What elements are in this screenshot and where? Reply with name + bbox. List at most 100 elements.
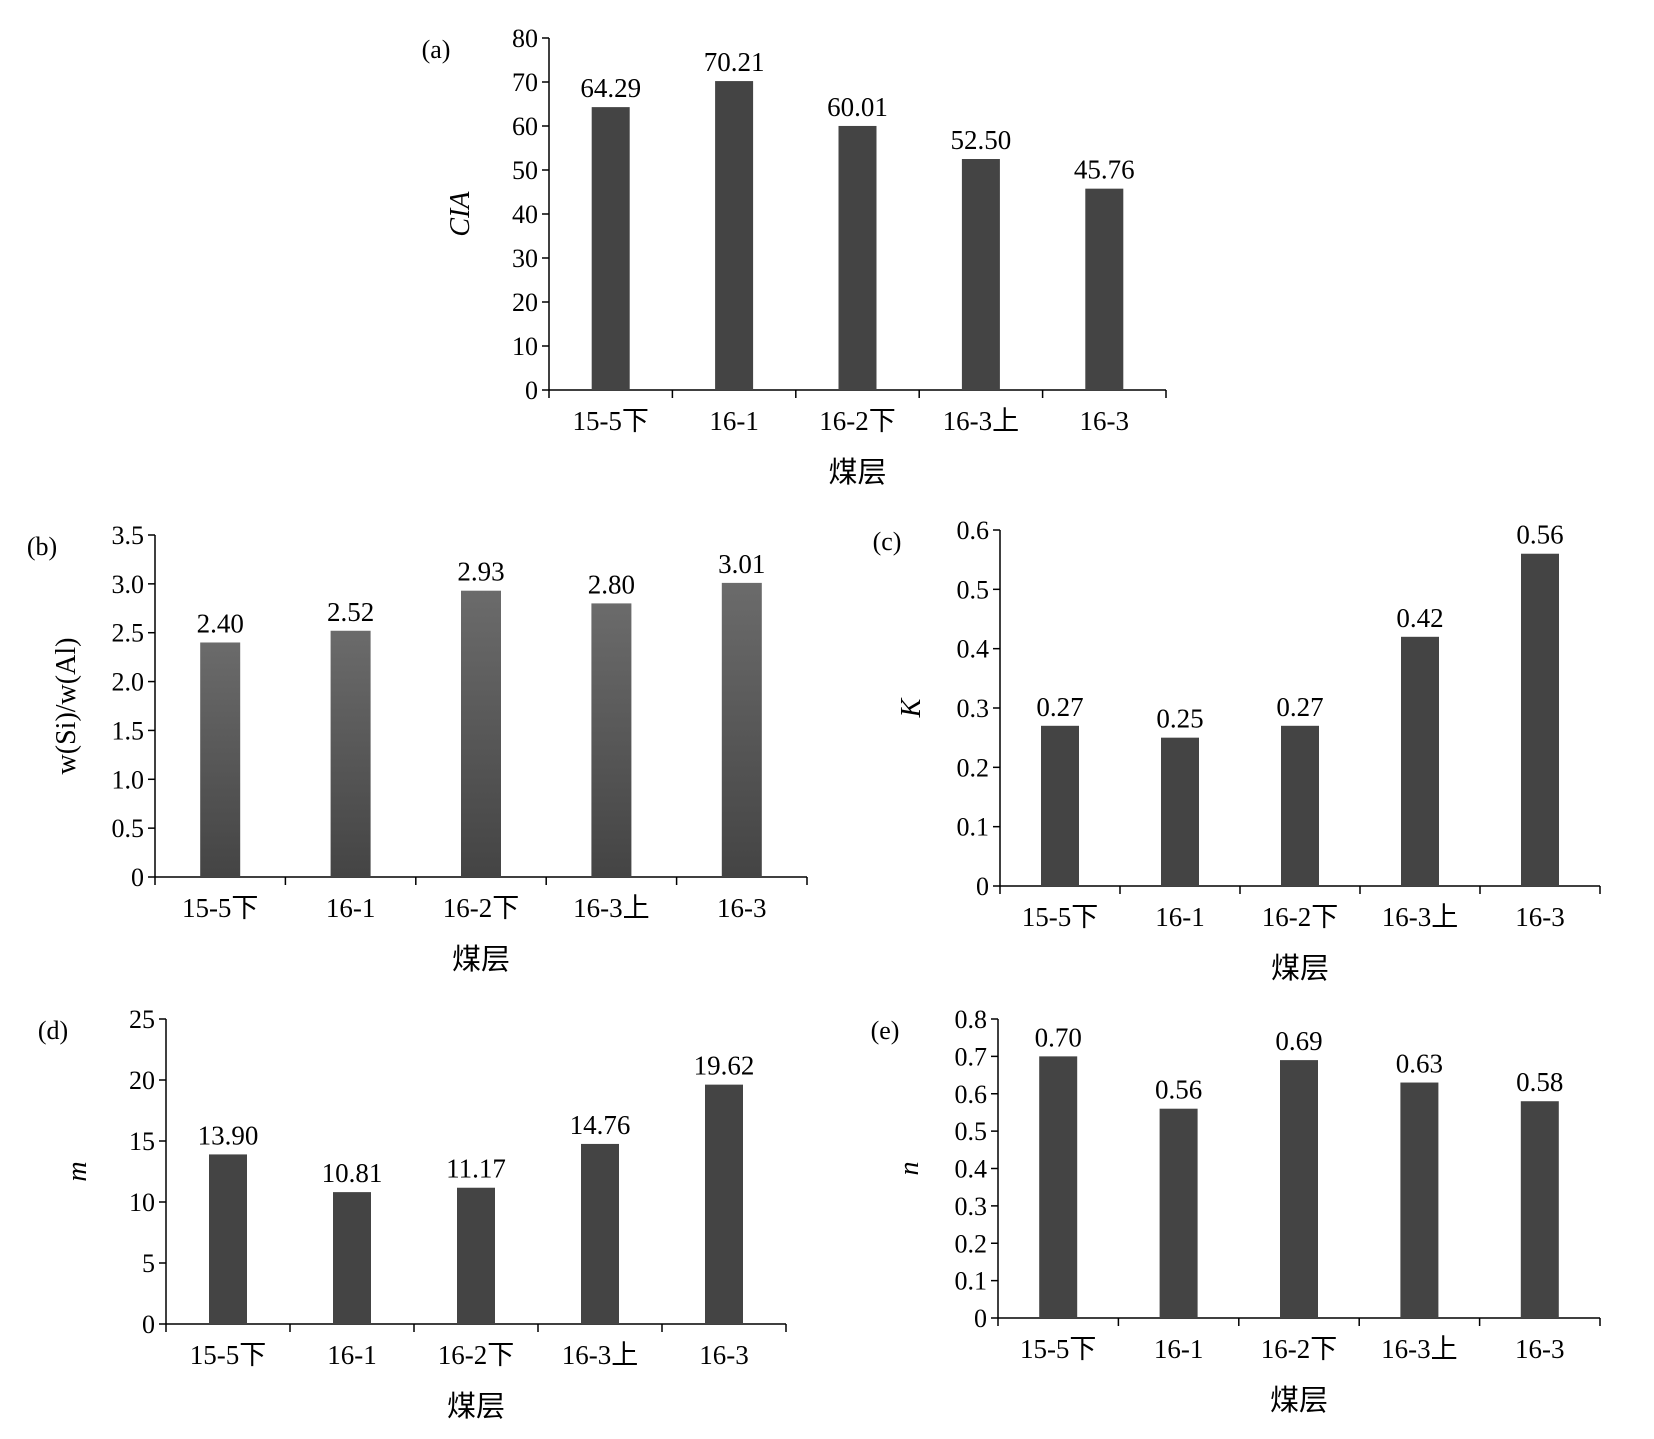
bar: [457, 1187, 495, 1324]
x-axis-label: 煤层: [1271, 952, 1329, 985]
x-tick-label: 15-5下: [1020, 1334, 1097, 1364]
y-tick-label: 20: [512, 288, 538, 317]
y-tick-label: 0.5: [957, 575, 990, 604]
data-label: 13.90: [198, 1120, 259, 1150]
x-axis-label: 煤层: [1270, 1384, 1328, 1417]
x-tick-label: 16-1: [326, 893, 376, 923]
x-tick-label: 16-3上: [1381, 1334, 1458, 1364]
y-tick-label: 0: [131, 863, 144, 892]
x-tick-label: 16-3上: [562, 1340, 639, 1370]
data-label: 11.17: [446, 1154, 506, 1184]
bar: [1039, 1056, 1078, 1318]
x-axis-label: 煤层: [452, 943, 510, 976]
y-tick-label: 0: [525, 376, 538, 405]
panel-label: (c): [873, 527, 902, 556]
bar: [591, 603, 632, 877]
data-label: 60.01: [827, 92, 888, 122]
y-axis-label: CIA: [445, 191, 476, 237]
x-tick-label: 16-2下: [819, 406, 896, 436]
bar: [1281, 725, 1319, 886]
panel-label: (d): [38, 1016, 68, 1045]
bar: [1520, 1101, 1559, 1318]
y-tick-label: 50: [512, 156, 538, 185]
y-tick-label: 15: [129, 1127, 155, 1156]
bar: [1159, 1108, 1198, 1318]
data-label: 19.62: [694, 1051, 755, 1081]
y-tick-label: 2.0: [112, 668, 145, 697]
data-label: 2.40: [197, 608, 244, 638]
y-tick-label: 40: [512, 200, 538, 229]
data-label: 0.56: [1516, 520, 1563, 550]
data-label: 0.56: [1155, 1075, 1202, 1105]
x-tick-label: 15-5下: [190, 1340, 267, 1370]
panel-label: (b): [27, 532, 57, 561]
x-tick-label: 15-5下: [182, 893, 259, 923]
chart-panel-a: 0 10 20 30 40 50 60 70 80 64.29 15-5下 70.21 16-1 60.0…: [422, 24, 1167, 489]
x-tick-label: 16-3: [1515, 902, 1565, 932]
data-label: 0.27: [1036, 692, 1083, 722]
y-tick-label: 0: [142, 1310, 155, 1339]
x-tick-label: 16-3: [1515, 1334, 1565, 1364]
data-label: 10.81: [322, 1158, 383, 1188]
y-tick-label: 1.5: [112, 716, 145, 745]
x-tick-label: 16-1: [709, 406, 759, 436]
bar: [1280, 1060, 1318, 1318]
y-tick-label: 0: [976, 872, 989, 901]
data-label: 0.58: [1516, 1067, 1563, 1097]
x-axis-label: 煤层: [447, 1390, 505, 1423]
y-axis-label: m: [62, 1161, 93, 1181]
bar: [1401, 636, 1439, 886]
y-tick-label: 0.1: [957, 813, 990, 842]
y-tick-label: 1.0: [112, 765, 145, 794]
y-axis-label: K: [896, 697, 927, 718]
bar: [1400, 1082, 1439, 1318]
bar: [1161, 737, 1199, 886]
y-tick-label: 25: [129, 1005, 155, 1034]
y-tick-label: 5: [142, 1249, 155, 1278]
data-label: 0.63: [1396, 1049, 1443, 1079]
panel-label: (e): [871, 1016, 900, 1045]
bar: [591, 107, 630, 391]
y-tick-label: 0.6: [955, 1080, 988, 1109]
y-tick-label: 20: [129, 1066, 155, 1095]
y-tick-label: 10: [129, 1188, 155, 1217]
panel-label: (a): [422, 35, 451, 64]
x-tick-label: 16-2下: [443, 893, 520, 923]
y-tick-label: 0.5: [112, 814, 145, 843]
bar: [209, 1154, 247, 1324]
x-tick-label: 16-3上: [573, 893, 650, 923]
y-tick-label: 0.2: [957, 753, 990, 782]
y-tick-label: 0.3: [955, 1192, 988, 1221]
bar: [1041, 725, 1079, 886]
bar: [1521, 553, 1559, 886]
y-tick-label: 2.5: [112, 619, 145, 648]
bar: [705, 1084, 743, 1324]
data-label: 3.01: [718, 549, 765, 579]
x-tick-label: 15-5下: [1022, 902, 1099, 932]
data-label: 2.93: [457, 557, 504, 587]
x-tick-label: 16-1: [327, 1340, 377, 1370]
y-tick-label: 0: [974, 1304, 987, 1333]
data-label: 45.76: [1074, 155, 1135, 185]
bar: [581, 1143, 619, 1324]
x-tick-label: 16-2下: [438, 1340, 515, 1370]
y-tick-label: 0.7: [955, 1042, 988, 1071]
y-tick-label: 60: [512, 112, 538, 141]
bar: [200, 642, 241, 877]
x-tick-label: 15-5下: [572, 406, 649, 436]
y-tick-label: 0.1: [955, 1267, 988, 1296]
data-label: 0.69: [1275, 1026, 1322, 1056]
chart-panel-c: 0 0.1 0.2 0.3 0.4 0.5 0.6 0.27 15-5下 0.25 16-1 0.27…: [873, 516, 1601, 985]
bar: [715, 81, 754, 391]
data-label: 0.25: [1156, 704, 1203, 734]
x-tick-label: 16-2下: [1261, 1334, 1338, 1364]
bar: [461, 590, 501, 877]
data-label: 14.76: [570, 1110, 631, 1140]
y-tick-label: 3.5: [112, 521, 145, 550]
x-tick-label: 16-3: [1080, 406, 1130, 436]
data-label: 2.80: [588, 569, 635, 599]
x-tick-label: 16-1: [1154, 1334, 1204, 1364]
bar: [961, 159, 1000, 390]
data-label: 0.70: [1035, 1022, 1082, 1052]
